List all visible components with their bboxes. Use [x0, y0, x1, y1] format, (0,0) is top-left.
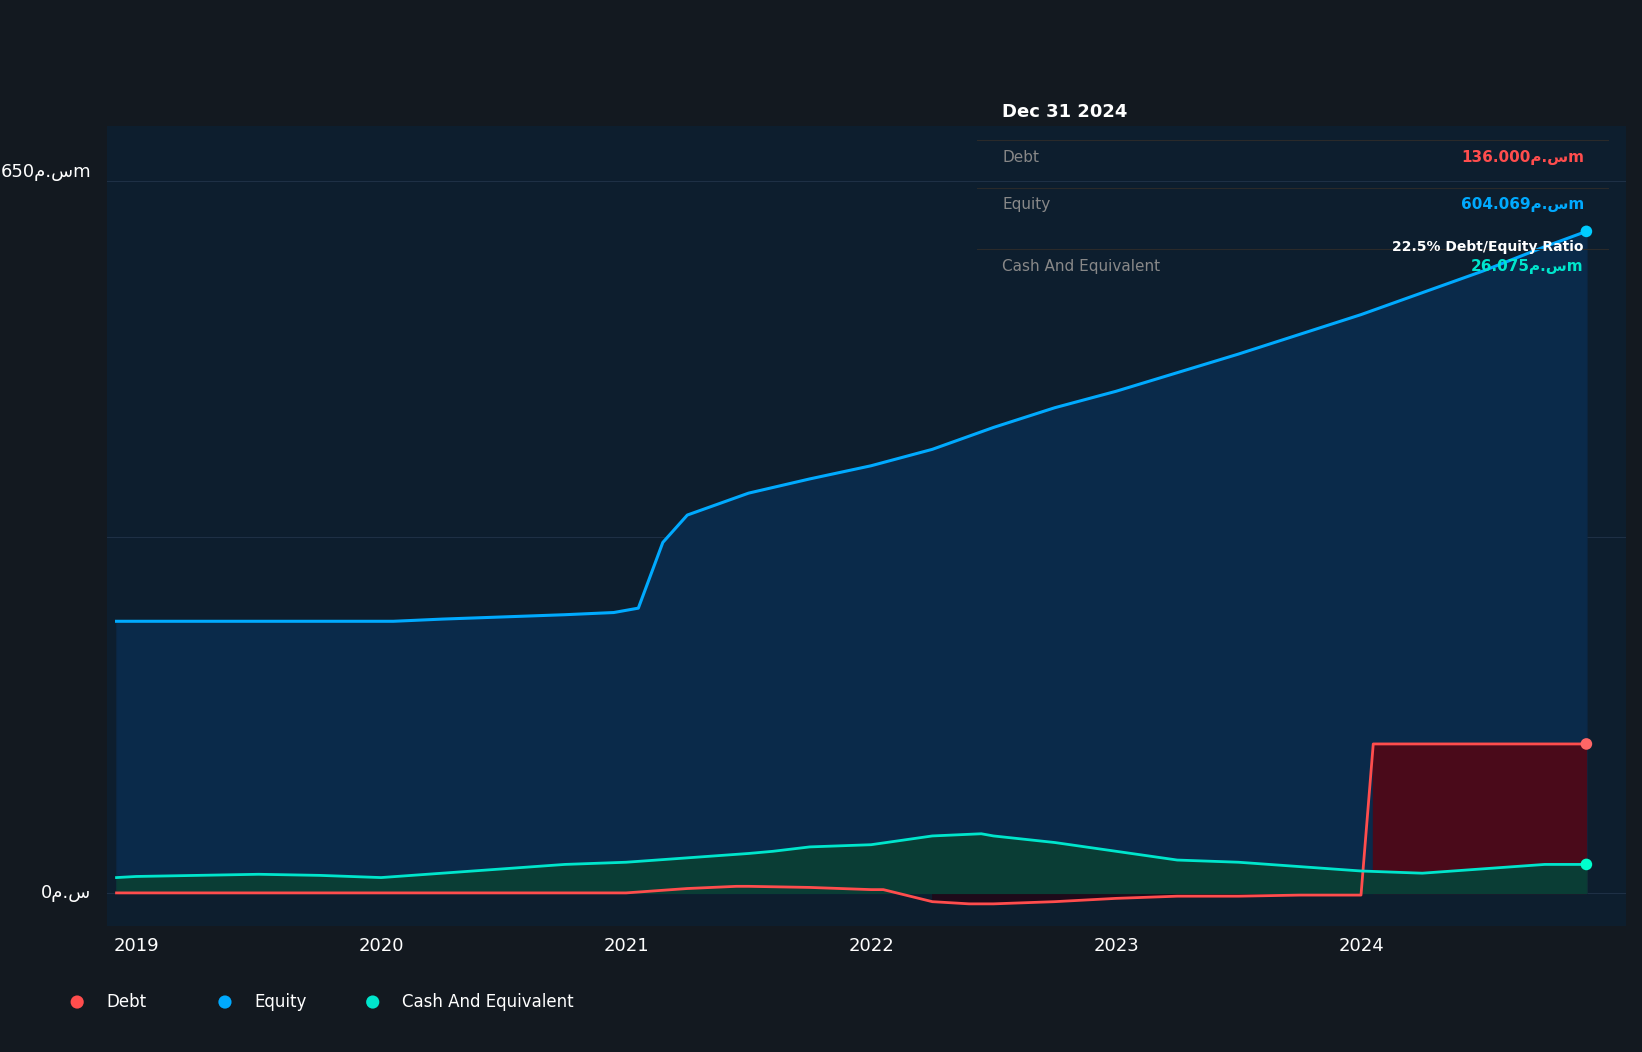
Text: Dec 31 2024: Dec 31 2024 [1002, 103, 1128, 121]
Text: 26.075م.سm: 26.075م.سm [1471, 259, 1585, 274]
Text: 22.5% Debt/Equity Ratio: 22.5% Debt/Equity Ratio [1392, 240, 1585, 254]
Point [1573, 223, 1599, 240]
Text: 0م.س: 0م.س [41, 884, 92, 902]
Text: 136.000م.سm: 136.000م.سm [1461, 150, 1585, 165]
Text: Cash And Equivalent: Cash And Equivalent [1002, 259, 1161, 274]
Text: Equity: Equity [1002, 198, 1051, 213]
Point [1573, 856, 1599, 873]
Text: Equity: Equity [255, 993, 307, 1011]
Point [64, 993, 90, 1010]
Point [212, 993, 238, 1010]
Text: 604.069م.سm: 604.069م.سm [1461, 198, 1585, 213]
Text: Debt: Debt [1002, 150, 1039, 165]
Point [1573, 735, 1599, 752]
Text: Debt: Debt [107, 993, 146, 1011]
Text: Cash And Equivalent: Cash And Equivalent [402, 993, 575, 1011]
Text: 650م.سm: 650م.سm [2, 163, 92, 181]
Point [360, 993, 386, 1010]
